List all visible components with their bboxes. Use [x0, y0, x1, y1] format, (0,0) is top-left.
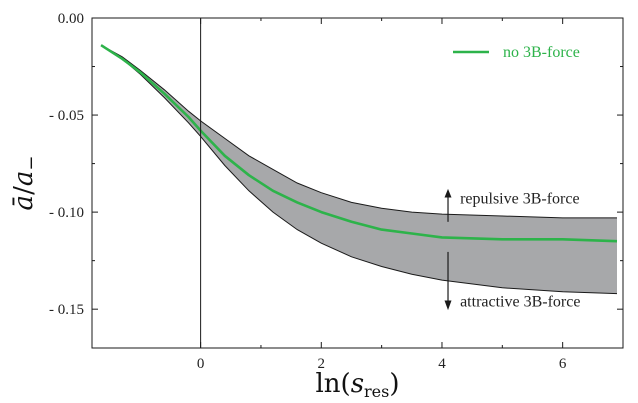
- x-axis-label-close: ): [389, 369, 399, 399]
- y-axis-label-den: a: [9, 171, 39, 187]
- x-tick-label: 6: [559, 356, 567, 372]
- x-tick-label: 2: [318, 356, 326, 372]
- annotation-repulsive: repulsive 3B-force: [460, 190, 580, 207]
- y-tick-label: 0.00: [58, 11, 84, 27]
- band-upper-line: [100, 44, 617, 219]
- band-lower-line: [100, 44, 618, 295]
- y-tick-label: - 0.10: [49, 205, 84, 221]
- band-layer: [100, 44, 618, 295]
- y-tick-label: - 0.05: [49, 108, 84, 124]
- arrow-up-head: [444, 188, 452, 198]
- arrow-down-head: [444, 300, 452, 311]
- x-axis-label-var: s: [351, 369, 364, 399]
- band-fill: [101, 45, 618, 294]
- tick-layer: 0 2 4 6 0.00 - 0.05 - 0.10 - 0.15: [49, 11, 623, 372]
- x-tick-label: 4: [438, 356, 446, 372]
- plot-frame: [91, 17, 624, 349]
- curve-layer: [100, 44, 618, 243]
- y-axis-label-slash: /: [9, 186, 39, 195]
- x-axis-label: ln(sres): [315, 369, 399, 401]
- annotation-attractive: attractive 3B-force: [460, 293, 580, 310]
- y-axis-label-den-sub: −: [21, 156, 42, 171]
- plot-border: [91, 17, 624, 349]
- x-tick-label: 0: [197, 356, 205, 372]
- label-layer: repulsive 3B-force attractive 3B-force n…: [9, 44, 580, 401]
- legend-label-no-3b-force: no 3B-force: [503, 44, 580, 61]
- y-axis-label: ā/a−: [9, 156, 42, 211]
- series-line-0: [100, 44, 618, 243]
- y-tick-label: - 0.15: [49, 302, 84, 318]
- y-axis-label-num: ā: [9, 195, 39, 211]
- x-axis-label-sub: res: [364, 382, 389, 401]
- x-axis-label-fn: ln(: [315, 369, 350, 399]
